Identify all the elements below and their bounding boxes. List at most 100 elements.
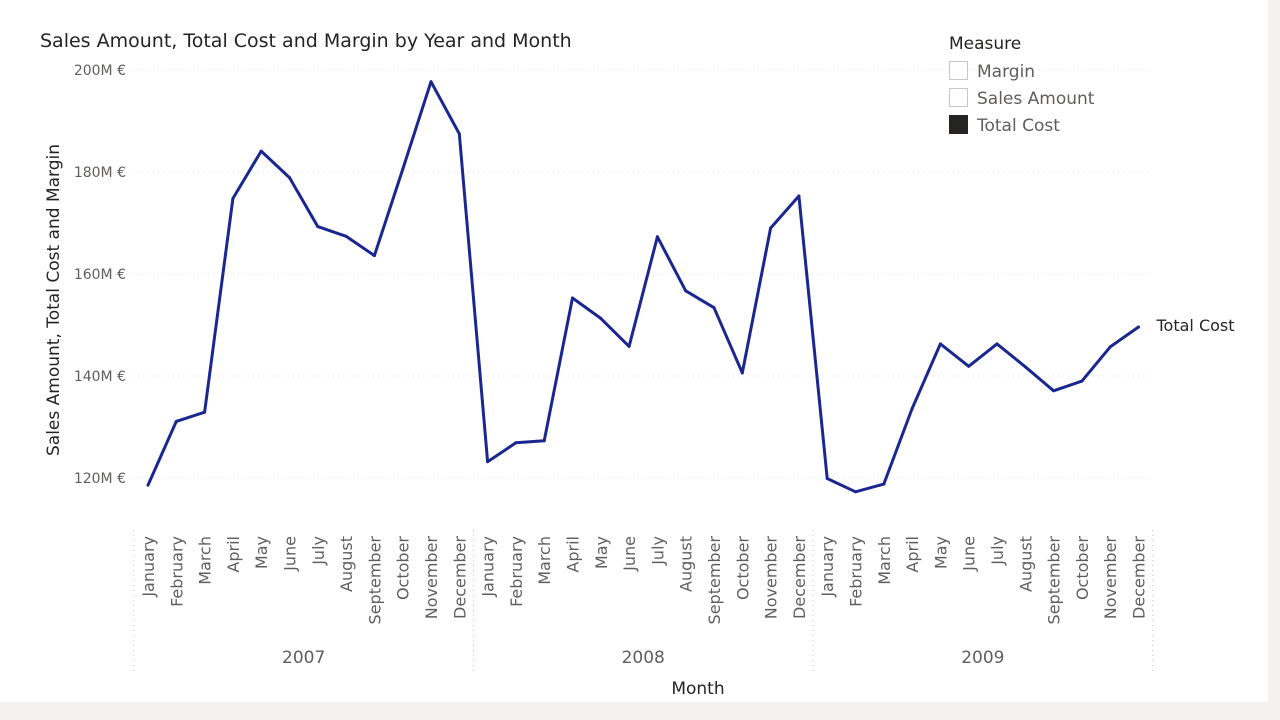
x-tick-month[interactable]: March (875, 536, 894, 585)
legend-swatch[interactable] (949, 61, 968, 80)
x-tick-month[interactable]: January (139, 536, 158, 598)
data-point[interactable] (712, 306, 716, 310)
x-tick-month[interactable]: June (960, 536, 979, 572)
x-tick-month[interactable]: September (705, 536, 724, 625)
x-tick-month[interactable]: April (903, 536, 922, 573)
data-point[interactable] (316, 225, 320, 229)
y-tick-label: 140M € (74, 369, 126, 385)
legend-item[interactable]: Sales Amount (949, 88, 1095, 110)
x-tick-month[interactable]: November (422, 536, 441, 620)
x-tick-month[interactable]: July (988, 536, 1007, 566)
x-tick-month[interactable]: November (762, 536, 781, 620)
data-point[interactable] (288, 176, 291, 180)
data-point[interactable] (486, 460, 490, 464)
data-point[interactable] (1137, 325, 1140, 329)
y-tick-label: 160M € (74, 267, 126, 283)
x-tick-month[interactable]: August (1016, 536, 1035, 592)
data-point[interactable] (231, 197, 235, 201)
data-point[interactable] (882, 482, 886, 486)
data-point[interactable] (1080, 379, 1084, 383)
data-point[interactable] (1023, 365, 1027, 369)
x-tick-month[interactable]: January (479, 536, 498, 598)
x-tick-month[interactable]: October (733, 536, 752, 600)
data-point[interactable] (627, 344, 631, 348)
x-tick-month[interactable]: March (196, 536, 215, 585)
data-point[interactable] (146, 483, 150, 487)
x-tick-month[interactable]: August (677, 536, 696, 592)
y-tick-label: 200M € (74, 63, 126, 79)
data-point[interactable] (514, 441, 518, 445)
data-point[interactable] (769, 226, 773, 230)
data-point[interactable] (372, 254, 376, 258)
x-tick-year[interactable]: 2008 (622, 648, 665, 668)
data-point[interactable] (797, 194, 801, 198)
x-tick-month[interactable]: April (564, 536, 583, 573)
data-point[interactable] (740, 371, 744, 375)
x-tick-month[interactable]: April (224, 536, 243, 573)
x-tick-month[interactable]: May (931, 536, 950, 569)
x-tick-month[interactable]: May (252, 536, 271, 569)
line-chart: Sales Amount, Total Cost and Margin by Y… (40, 30, 1235, 699)
x-tick-month[interactable]: December (1130, 536, 1149, 619)
data-point[interactable] (967, 364, 971, 368)
data-point[interactable] (174, 419, 178, 423)
x-tick-month[interactable]: February (847, 536, 866, 607)
data-point[interactable] (684, 289, 688, 293)
y-axis: 120M € 140M € 160M € 180M € 200M € (74, 63, 126, 487)
data-point[interactable] (429, 80, 433, 84)
x-tick-year[interactable]: 2007 (282, 648, 325, 668)
data-point[interactable] (938, 342, 942, 346)
x-tick-month[interactable]: June (281, 536, 300, 572)
data-point[interactable] (1108, 345, 1112, 349)
x-tick-month[interactable]: July (309, 536, 328, 566)
data-point[interactable] (1052, 389, 1056, 393)
x-tick-month[interactable]: November (1101, 536, 1120, 620)
x-tick-month[interactable]: September (1045, 536, 1064, 625)
x-tick-month[interactable]: February (167, 536, 186, 607)
legend-swatch[interactable] (949, 88, 968, 107)
data-point[interactable] (599, 316, 603, 320)
data-point[interactable] (401, 167, 405, 171)
data-point[interactable] (825, 477, 829, 481)
x-tick-month[interactable]: October (394, 536, 413, 600)
legend-title: Measure (949, 34, 1021, 54)
series-end-label: Total Cost (1156, 316, 1235, 335)
legend-label: Margin (977, 62, 1035, 82)
legend-item[interactable]: Total Cost (949, 115, 1061, 137)
y-tick-label: 120M € (74, 471, 126, 487)
x-tick-month[interactable]: June (620, 536, 639, 572)
data-point[interactable] (854, 490, 857, 494)
x-tick-year[interactable]: 2009 (961, 648, 1004, 668)
x-tick-month[interactable]: January (818, 536, 837, 598)
x-tick-month[interactable]: May (592, 536, 611, 569)
x-tick-month[interactable]: December (450, 536, 469, 619)
legend-swatch[interactable] (949, 115, 968, 134)
series-line-total-cost[interactable] (146, 80, 1140, 494)
x-axis-title: Month (671, 679, 724, 699)
data-point[interactable] (542, 439, 546, 443)
x-axis[interactable]: January February March April May June July Augu… (133, 530, 1154, 672)
x-tick-month[interactable]: August (337, 536, 356, 592)
x-tick-month[interactable]: September (365, 536, 384, 625)
x-tick-month[interactable]: February (507, 536, 526, 607)
x-tick-month[interactable]: October (1073, 536, 1092, 600)
line-chart-visual: Sales Amount, Total Cost and Margin by Y… (0, 0, 1268, 702)
y-axis-title: Sales Amount, Total Cost and Margin (44, 144, 64, 456)
chart-title: Sales Amount, Total Cost and Margin by Y… (40, 30, 572, 52)
x-tick-month[interactable]: December (790, 536, 809, 619)
legend-item[interactable]: Margin (949, 61, 1036, 83)
data-point[interactable] (203, 410, 207, 414)
data-point[interactable] (571, 296, 574, 300)
data-point[interactable] (655, 235, 659, 239)
data-point[interactable] (457, 132, 461, 136)
data-point[interactable] (259, 149, 263, 153)
data-point[interactable] (995, 342, 999, 346)
legend-label: Sales Amount (977, 89, 1095, 109)
data-point[interactable] (344, 234, 348, 238)
legend-label: Total Cost (976, 116, 1060, 136)
x-tick-month[interactable]: July (648, 536, 667, 566)
data-point[interactable] (910, 407, 914, 411)
x-tick-month[interactable]: March (535, 536, 554, 585)
y-tick-label: 180M € (74, 165, 126, 181)
legend: Measure Margin Sales Amount Total Cost (949, 34, 1095, 136)
